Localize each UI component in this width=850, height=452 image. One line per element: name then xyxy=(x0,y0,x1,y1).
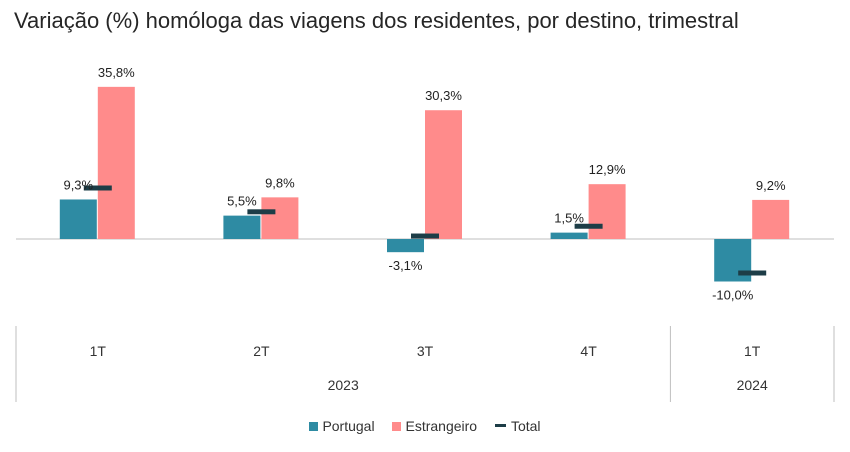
marker-total-3 xyxy=(574,223,603,229)
label-estrangeiro-4: 9,2% xyxy=(756,178,786,193)
bar-estrangeiro-0 xyxy=(97,86,135,239)
bar-portugal-2 xyxy=(387,239,424,253)
group-label-0: 2023 xyxy=(328,377,359,393)
category-label-0: 1T xyxy=(90,343,107,359)
legend-swatch-total xyxy=(494,424,506,427)
label-estrangeiro-3: 12,9% xyxy=(589,162,626,177)
bar-estrangeiro-1 xyxy=(261,197,299,239)
label-portugal-4: -10,0% xyxy=(712,288,754,303)
label-estrangeiro-0: 35,8% xyxy=(98,65,135,80)
legend-item-estrangeiro: Estrangeiro xyxy=(392,418,477,434)
category-label-3: 4T xyxy=(580,343,597,359)
legend-swatch-estrangeiro xyxy=(392,422,402,431)
label-portugal-2: -3,1% xyxy=(389,258,423,273)
legend-item-portugal: Portugal xyxy=(309,418,375,434)
marker-total-4 xyxy=(738,270,767,276)
category-label-1: 2T xyxy=(253,343,270,359)
bar-portugal-1 xyxy=(223,215,261,239)
legend-item-total: Total xyxy=(494,418,541,434)
label-estrangeiro-2: 30,3% xyxy=(425,88,462,103)
category-label-4: 1T xyxy=(744,343,761,359)
group-label-1: 2024 xyxy=(737,377,768,393)
marker-total-0 xyxy=(83,185,112,191)
bar-portugal-0 xyxy=(59,199,97,239)
bar-estrangeiro-4 xyxy=(752,199,790,239)
chart-title: Variação (%) homóloga das viagens dos re… xyxy=(14,8,739,33)
category-label-2: 3T xyxy=(417,343,434,359)
label-portugal-1: 5,5% xyxy=(227,194,257,209)
bar-estrangeiro-2 xyxy=(425,110,462,239)
label-portugal-3: 1,5% xyxy=(554,211,584,226)
legend-label-total: Total xyxy=(510,418,541,434)
legend-swatch-portugal xyxy=(309,422,319,431)
label-estrangeiro-1: 9,8% xyxy=(265,175,295,190)
legend: Portugal Estrangeiro Total xyxy=(0,418,850,434)
legend-label-portugal: Portugal xyxy=(322,418,375,434)
label-portugal-0: 9,3% xyxy=(63,177,93,192)
bar-estrangeiro-3 xyxy=(588,184,626,239)
marker-total-1 xyxy=(247,209,276,215)
bar-portugal-3 xyxy=(550,232,588,239)
legend-label-estrangeiro: Estrangeiro xyxy=(405,418,478,434)
marker-total-2 xyxy=(411,233,439,239)
